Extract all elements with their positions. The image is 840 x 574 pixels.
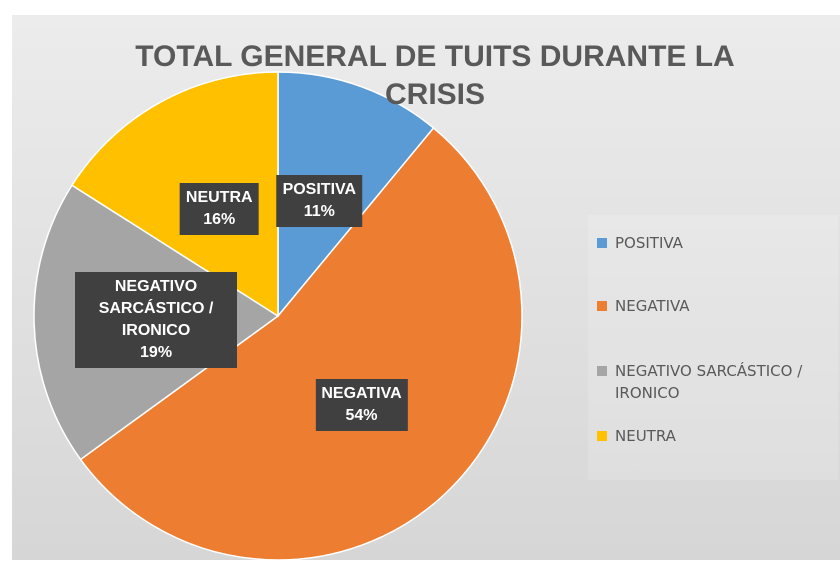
data-label-value: 19% bbox=[140, 343, 173, 361]
data-label: POSITIVA 11% bbox=[276, 175, 363, 228]
legend-item: NEGATIVO SARCÁSTICO / IRONICO bbox=[597, 360, 840, 404]
data-label-category: NEGATIVA bbox=[321, 384, 402, 402]
legend-swatch bbox=[597, 301, 607, 311]
legend-item: POSITIVA bbox=[597, 232, 840, 254]
data-label-category: POSITIVA bbox=[282, 181, 357, 199]
legend-item: NEUTRA bbox=[597, 425, 840, 447]
legend-label: POSITIVA bbox=[615, 234, 683, 252]
legend: POSITIVA NEGATIVA NEGATIVO SARCÁSTICO / IR… bbox=[588, 215, 838, 480]
legend-item: NEGATIVA bbox=[597, 295, 840, 317]
data-label: NEUTRA 16% bbox=[179, 183, 259, 236]
data-label-value: 54% bbox=[345, 406, 378, 424]
data-label: NEGATIVA 54% bbox=[315, 378, 408, 431]
data-label-category: NEGATIVO SARCÁSTICO / IRONICO bbox=[98, 277, 214, 339]
legend-label: NEGATIVO SARCÁSTICO / IRONICO bbox=[615, 362, 803, 402]
pie-slice bbox=[70, 71, 279, 318]
legend-label: NEUTRA bbox=[615, 427, 676, 445]
legend-swatch bbox=[597, 238, 607, 248]
chart-title: TOTAL GENERAL DE TUITS DURANTE LA CRISIS bbox=[135, 40, 735, 111]
legend-swatch bbox=[597, 366, 607, 376]
data-label-value: 16% bbox=[203, 211, 236, 229]
legend-swatch bbox=[597, 431, 607, 441]
data-label: NEGATIVO SARCÁSTICO / IRONICO 19% bbox=[75, 271, 238, 368]
data-label-category: NEUTRA bbox=[185, 189, 253, 207]
data-label-value: 11% bbox=[303, 203, 335, 221]
legend-label: NEGATIVA bbox=[615, 297, 690, 315]
pie-slice bbox=[79, 126, 523, 561]
